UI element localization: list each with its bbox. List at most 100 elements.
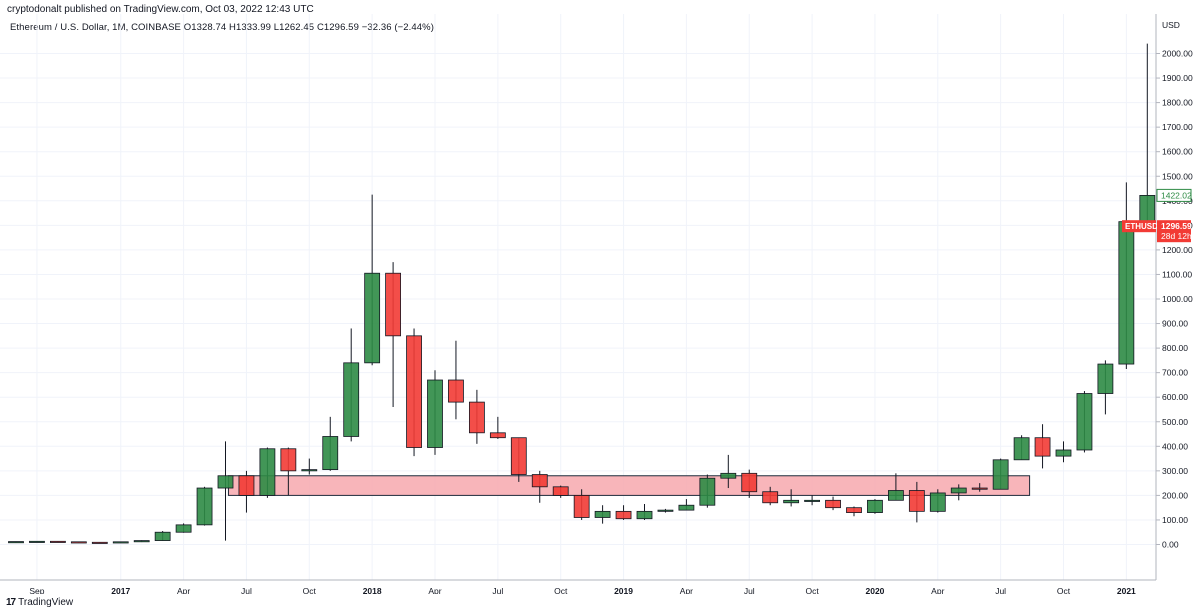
candle-body-up — [636, 510, 653, 520]
candle — [950, 484, 967, 501]
high-price-badge — [1156, 188, 1192, 202]
candle-body-down — [50, 540, 66, 543]
candle-body-up — [154, 531, 171, 541]
candle-body-up — [112, 541, 129, 544]
candle — [406, 328, 422, 457]
candle-body-down — [825, 499, 841, 509]
symbol-badge — [1122, 220, 1156, 233]
candle — [615, 505, 632, 520]
candle-body-up — [322, 436, 339, 471]
candle-body-up — [217, 475, 234, 489]
price-tick-label: 1800.00 — [1162, 98, 1193, 108]
candle — [510, 437, 527, 482]
candle — [427, 370, 443, 455]
price-tick-label: 700.00 — [1162, 368, 1188, 378]
candle — [280, 447, 297, 496]
candle-body-up — [301, 469, 318, 472]
candle — [1034, 424, 1051, 469]
candle — [992, 458, 1009, 490]
legend-symbol: Ethereum / U.S. Dollar, 1M, COINBASE — [10, 22, 181, 33]
candle — [908, 481, 925, 523]
candle-body-down — [510, 437, 527, 475]
symbol-legend: Ethereum / U.S. Dollar, 1M, COINBASE O13… — [10, 22, 434, 33]
candle — [825, 496, 841, 511]
candle — [489, 416, 506, 439]
candle-body-down — [1034, 437, 1051, 457]
candlestick-chart[interactable]: USD 0.00 100.00 200.00 300.00 400.00 500.00 60… — [0, 14, 1200, 594]
price-tick-label: 1900.00 — [1162, 73, 1193, 83]
time-axis[interactable]: Sep 2017 Apr Jul Oct 2018 Apr Jul Oct 2019 Apr Jul O… — [29, 586, 1136, 594]
candle — [552, 485, 569, 498]
time-tick-label: Apr — [177, 586, 190, 594]
candle-body-up — [929, 492, 946, 512]
candle-body-up — [1118, 221, 1135, 365]
candle-body-up — [1055, 449, 1072, 457]
candle — [70, 541, 87, 544]
candle — [385, 262, 402, 408]
candle-body-up — [29, 540, 45, 543]
time-tick-label: 2017 — [111, 586, 130, 594]
candle — [1055, 441, 1072, 463]
tradingview-logo[interactable]: 17 TradingView — [6, 597, 73, 608]
candle-body-down — [468, 401, 485, 434]
candle-body-up — [678, 504, 695, 511]
legend-open: O1328.74 — [183, 22, 227, 33]
tradingview-brand: TradingView — [18, 597, 74, 608]
candle — [783, 489, 800, 507]
price-tick-label: 1700.00 — [1162, 122, 1193, 132]
candle — [29, 540, 45, 543]
candle-body-down — [280, 448, 297, 472]
candle-body-up — [427, 379, 443, 448]
candle-body-up — [888, 490, 904, 501]
candle-body-down — [741, 472, 758, 493]
price-tick-label: 1600.00 — [1162, 147, 1193, 157]
legend-close: C1296.59 — [316, 22, 359, 33]
price-tick-label: 300.00 — [1162, 466, 1188, 476]
candle-body-up — [196, 487, 213, 526]
candle-body-down — [406, 335, 422, 448]
time-tick-label: Oct — [805, 586, 819, 594]
candle-body-up — [343, 362, 360, 437]
candle — [301, 458, 318, 475]
candle — [217, 441, 234, 541]
candle-body-down — [552, 486, 569, 496]
candle-body-down — [846, 507, 862, 513]
time-tick-label: Oct — [303, 586, 317, 594]
candles — [8, 43, 1156, 544]
candle — [867, 499, 883, 514]
candle — [888, 473, 904, 501]
candle — [678, 499, 695, 511]
candle-body-up — [720, 472, 737, 479]
time-tick-label: Jul — [492, 586, 503, 594]
candle — [846, 506, 862, 517]
candle — [322, 416, 339, 471]
symbol-badge-text: ETHUSD — [1125, 222, 1158, 231]
candle-body-down — [573, 494, 590, 518]
candle — [594, 505, 611, 524]
time-tick-label: Jul — [995, 586, 1006, 594]
candle-body-down — [238, 475, 255, 496]
time-tick-label: Apr — [931, 586, 944, 594]
candle — [364, 194, 381, 366]
time-tick-label: Oct — [1057, 586, 1071, 594]
last-price-text: 1296.59 — [1161, 221, 1192, 231]
candle-body-down — [91, 541, 108, 544]
candle-body-down — [615, 510, 632, 520]
candle — [448, 340, 464, 420]
candle — [699, 474, 716, 508]
candle-body-up — [1139, 194, 1156, 223]
bar-countdown-text: 28d 12h — [1161, 231, 1192, 241]
candle-body-down — [531, 474, 548, 488]
candle-body-down — [489, 432, 506, 439]
candle-body-up — [594, 510, 611, 518]
candle — [133, 540, 150, 543]
price-axis[interactable]: 0.00 100.00 200.00 300.00 400.00 500.00 600.00… — [1156, 49, 1193, 550]
candle — [573, 489, 590, 520]
candle — [636, 503, 653, 520]
price-tick-label: 100.00 — [1162, 515, 1188, 525]
candle — [762, 486, 779, 506]
time-tick-label: Jul — [241, 586, 252, 594]
candle-body-up — [804, 499, 820, 502]
candle-body-up — [133, 540, 150, 543]
candle-body-down — [908, 490, 925, 512]
